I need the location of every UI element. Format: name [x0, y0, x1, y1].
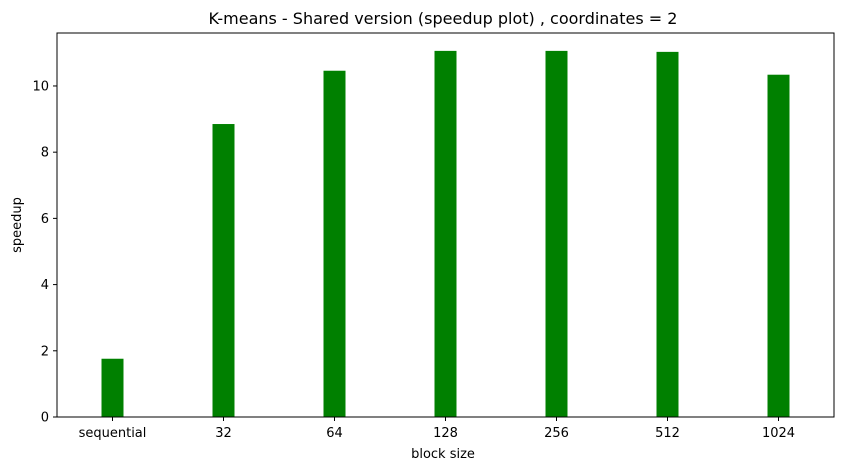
chart-title: K-means - Shared version (speedup plot) …	[209, 9, 678, 28]
x-axis: sequential 32 64 128 256 512 1024	[79, 417, 795, 441]
x-tick-label-256: 256	[544, 426, 569, 441]
y-tick-label-10: 10	[32, 79, 49, 94]
bar-128	[434, 50, 457, 417]
bar-256	[545, 50, 568, 417]
y-axis-label: speedup	[10, 197, 25, 253]
x-tick-label-1024: 1024	[762, 426, 795, 441]
bar-64	[323, 70, 346, 418]
y-tick-label-4: 4	[41, 278, 49, 293]
y-axis: 0 2 4 6 8 10	[32, 79, 57, 426]
x-axis-label: block size	[411, 447, 475, 462]
x-tick-label-128: 128	[433, 426, 458, 441]
x-tick-label-64: 64	[326, 426, 343, 441]
bars-layer	[101, 50, 790, 418]
y-tick-label-6: 6	[41, 212, 49, 227]
plot-frame	[56, 32, 835, 418]
y-tick-label-0: 0	[41, 411, 49, 426]
y-tick-label-2: 2	[41, 344, 49, 359]
x-tick-label-512: 512	[655, 426, 680, 441]
bar-sequential	[101, 358, 124, 417]
bar-1024	[767, 74, 790, 418]
y-tick-label-8: 8	[41, 146, 49, 161]
x-tick-label-sequential: sequential	[79, 426, 147, 441]
bar-512	[656, 51, 679, 418]
bar-32	[212, 124, 235, 417]
x-tick-label-32: 32	[215, 426, 232, 441]
